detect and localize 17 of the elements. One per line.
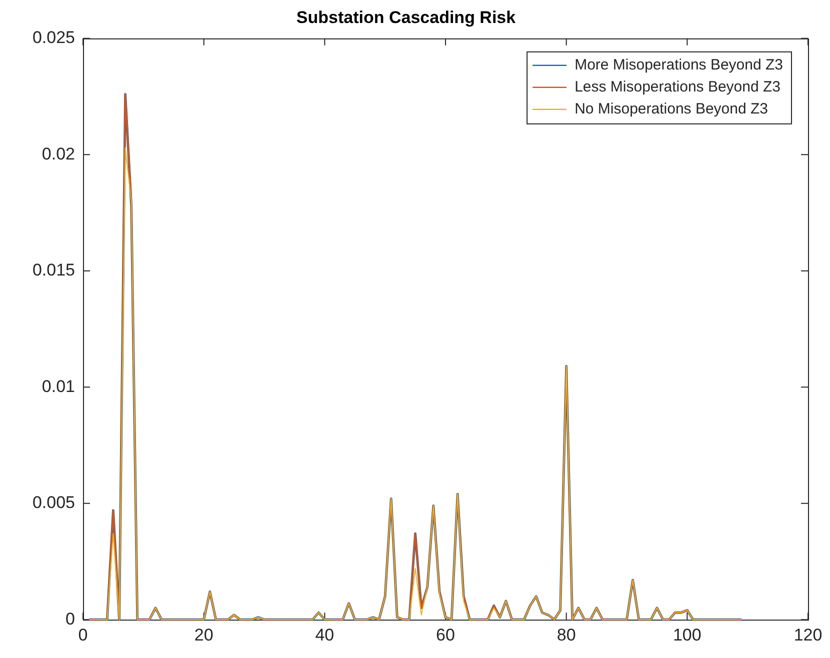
x-tick-label: 100 [672,625,702,644]
x-tick-label: 20 [194,625,214,644]
chart-title: Substation Cascading Risk [296,8,516,27]
x-tick-label: 120 [794,625,822,644]
y-tick-label: 0.005 [32,493,75,512]
y-tick-label: 0 [66,609,75,628]
x-tick-label: 0 [78,625,88,644]
legend-label: No Misoperations Beyond Z3 [574,100,768,118]
y-tick-label: 0.015 [32,260,75,280]
y-tick-label: 0.01 [42,376,75,396]
y-tick-label: 0.02 [42,144,75,164]
legend-label: More Misoperations Beyond Z3 [574,56,784,74]
legend-label: Less Misoperations Beyond Z3 [574,78,781,96]
x-tick-label: 80 [556,625,576,644]
x-tick-label: 60 [436,625,455,644]
y-tick-label: 0.025 [32,28,75,48]
x-tick-label: 40 [315,625,334,644]
